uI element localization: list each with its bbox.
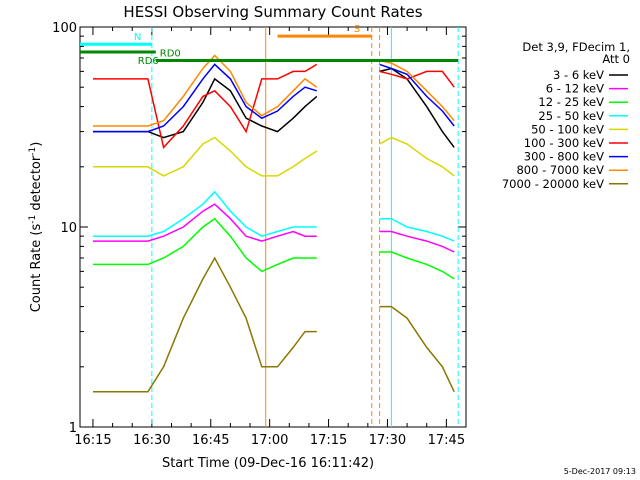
annotation-label: RD6 (138, 56, 159, 67)
annotation-label: RD0 (160, 48, 181, 59)
y-axis-title-mid: detector (29, 155, 44, 215)
y-axis-title-end: ) (29, 142, 44, 147)
y-axis-title-exp2: -1 (28, 147, 38, 156)
legend-entry-label: 12 - 25 keV (538, 95, 604, 109)
series-line-8 (93, 54, 318, 127)
x-tick-label: 17:45 (428, 433, 465, 448)
series-line-4 (93, 190, 317, 238)
y-axis-title-exp1: -1 (28, 215, 38, 224)
legend-header-line-1: Det 3,9, FDecim 1, (522, 40, 630, 54)
y-axis-title: Count Rate (s-1 detector-1) (28, 142, 44, 313)
series-line-5 (379, 136, 455, 177)
y-tick-label: 100 (52, 21, 77, 36)
series-line-6 (93, 63, 318, 149)
y-axis-title-main: Count Rate (s (29, 224, 44, 313)
series-line-7 (93, 63, 318, 133)
annotation-label: S (354, 24, 360, 35)
series-lines (93, 54, 455, 393)
legend-entry-label: 300 - 800 keV (524, 150, 604, 164)
chart-title: HESSI Observing Summary Count Rates (123, 3, 422, 21)
series-line-2 (379, 230, 455, 253)
x-tick-label: 17:15 (310, 433, 347, 448)
legend-header-line-2: Att 0 (602, 52, 630, 66)
series-line-1 (93, 77, 318, 139)
y-tick-label: 10 (60, 221, 77, 236)
legend-entry-label: 800 - 7000 keV (516, 163, 604, 177)
y-tick-label: 1 (69, 421, 77, 436)
series-line-3 (93, 217, 317, 273)
series-line-5 (93, 136, 318, 177)
legend-entry-label: 6 - 12 keV (546, 82, 604, 96)
series-line-4 (379, 217, 455, 242)
generation-timestamp: 5-Dec-2017 09:13 (564, 467, 636, 476)
annotation-label: N (134, 32, 141, 43)
x-axis-title: Start Time (09-Dec-16 16:11:42) (162, 456, 374, 471)
x-tick-label: 16:45 (192, 433, 229, 448)
legend-entry-label: 3 - 6 keV (553, 68, 604, 82)
series-line-2 (93, 203, 317, 242)
legend-entry-label: 25 - 50 keV (538, 109, 604, 123)
axis-ticks: 16:15 16:30 16:45 17:00 17:15 17:30 17:45 1 10 10… (52, 21, 467, 448)
legend-entry-label: 7000 - 20000 keV (502, 177, 604, 191)
series-line-9 (93, 256, 317, 393)
legend-entry-label: 50 - 100 keV (531, 122, 604, 136)
x-tick-label: 17:00 (251, 433, 288, 448)
x-tick-label: 16:15 (74, 433, 111, 448)
series-line-7 (379, 63, 455, 127)
x-tick-label: 17:30 (369, 433, 406, 448)
series-line-3 (379, 251, 455, 280)
legend-entry-label: 100 - 300 keV (524, 136, 604, 150)
series-line-1 (379, 67, 455, 148)
x-tick-label: 16:30 (133, 433, 170, 448)
series-line-9 (379, 305, 455, 393)
series-line-6 (379, 70, 455, 88)
series-line-8 (379, 59, 455, 122)
